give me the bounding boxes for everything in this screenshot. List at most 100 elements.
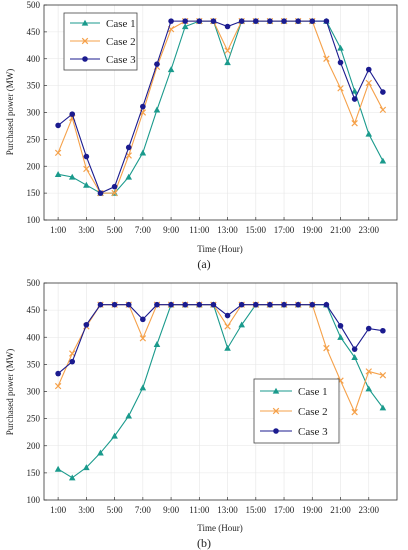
x-tick-label-a-8: 17:00 bbox=[274, 225, 295, 235]
legend-label-a-case1: Case 1 bbox=[106, 18, 136, 30]
legend-marker-a-case3 bbox=[82, 56, 88, 62]
x-tick-label-a-1: 3:00 bbox=[78, 225, 95, 235]
data-point-b-case3-6 bbox=[140, 316, 146, 323]
data-point-b-case2-22 bbox=[365, 368, 372, 375]
data-point-a-case3-13 bbox=[238, 18, 245, 24]
data-point-a-case3-6 bbox=[140, 103, 146, 110]
x-tick-label-a-6: 13:00 bbox=[217, 225, 238, 235]
data-point-b-case3-14 bbox=[253, 301, 259, 308]
data-point-a-case3-19 bbox=[323, 18, 330, 24]
x-tick-label-b-3: 7:00 bbox=[135, 505, 152, 515]
data-point-a-case3-2 bbox=[83, 153, 90, 160]
data-point-a-case1-8 bbox=[167, 66, 175, 73]
data-point-b-case1-1 bbox=[68, 474, 76, 481]
y-tick-label-a-8: 500 bbox=[27, 0, 41, 10]
y-tick-label-a-4: 300 bbox=[27, 108, 41, 118]
data-point-b-case3-17 bbox=[295, 301, 301, 308]
data-point-a-case1-0 bbox=[54, 171, 62, 177]
data-point-b-case3-10 bbox=[196, 301, 203, 308]
panel-label-b: (b) bbox=[197, 536, 211, 550]
x-axis-title-a: Time (Hour) bbox=[197, 244, 242, 254]
legend-marker-a-case2 bbox=[81, 37, 89, 45]
data-point-a-case3-5 bbox=[125, 144, 132, 151]
data-point-a-case2-4 bbox=[111, 189, 118, 197]
data-point-a-case2-22 bbox=[365, 79, 372, 87]
x-tick-label-a-10: 21:00 bbox=[330, 225, 351, 235]
data-point-a-case3-9 bbox=[182, 18, 188, 24]
data-point-a-case2-12 bbox=[224, 47, 231, 54]
x-tick-label-b-2: 5:00 bbox=[107, 505, 124, 515]
y-tick-label-b-1: 150 bbox=[27, 468, 41, 478]
data-point-b-case3-13 bbox=[238, 301, 245, 308]
data-point-b-case3-7 bbox=[154, 301, 160, 308]
data-point-a-case3-22 bbox=[365, 66, 372, 73]
data-point-a-case1-9 bbox=[181, 23, 189, 30]
legend-marker-a-case1 bbox=[81, 19, 89, 26]
data-point-a-case3-7 bbox=[154, 61, 160, 67]
data-point-b-case3-0 bbox=[55, 370, 61, 377]
y-tick-label-b-5: 350 bbox=[27, 359, 41, 369]
data-point-a-case1-7 bbox=[153, 106, 161, 113]
y-tick-label-b-8: 500 bbox=[27, 278, 41, 288]
x-tick-label-b-7: 15:00 bbox=[246, 505, 267, 515]
data-point-b-case3-23 bbox=[380, 327, 386, 334]
data-point-b-case1-7 bbox=[153, 341, 161, 347]
data-point-a-case2-21 bbox=[351, 120, 358, 127]
chart-panel-b: 100 150 200 250 300 350 400 450 500 1:00 3:00 5:00 7… bbox=[5, 278, 398, 550]
x-tick-label-a-3: 7:00 bbox=[135, 225, 152, 235]
x-tick-label-a-11: 23:00 bbox=[359, 225, 380, 235]
x-tick-label-b-11: 23:00 bbox=[359, 505, 380, 515]
data-point-b-case2-0 bbox=[54, 382, 62, 390]
data-point-b-case1-12 bbox=[224, 344, 231, 351]
ticks-a: 100 150 200 250 300 350 400 450 500 1:00 3:00 5:00 7… bbox=[27, 0, 380, 235]
y-tick-label-a-0: 100 bbox=[27, 215, 41, 225]
data-point-b-case3-18 bbox=[309, 301, 316, 308]
y-axis-title-a: Purchased power (MW) bbox=[5, 69, 15, 155]
data-point-a-case1-1 bbox=[68, 173, 76, 180]
data-point-b-case1-0 bbox=[54, 465, 62, 472]
data-point-a-case1-22 bbox=[365, 130, 373, 137]
data-point-a-case3-14 bbox=[253, 18, 259, 24]
data-point-b-case2-12 bbox=[224, 323, 231, 330]
x-tick-label-b-6: 13:00 bbox=[217, 505, 238, 515]
series-b bbox=[54, 301, 387, 481]
data-point-b-case3-21 bbox=[351, 346, 358, 352]
x-axis-title-b: Time (Hour) bbox=[197, 523, 242, 533]
legend-b: Case 1 Case 2 Case 3 bbox=[253, 378, 340, 444]
x-tick-label-b-8: 17:00 bbox=[274, 505, 295, 515]
data-point-a-case3-12 bbox=[224, 23, 231, 30]
data-point-a-case1-21 bbox=[351, 87, 358, 94]
data-point-a-case2-0 bbox=[54, 149, 62, 157]
data-point-a-case3-1 bbox=[69, 111, 76, 117]
data-point-b-case3-2 bbox=[83, 321, 90, 328]
y-tick-label-b-0: 100 bbox=[27, 495, 41, 505]
data-point-b-case3-22 bbox=[365, 325, 372, 332]
data-point-b-case1-22 bbox=[365, 385, 373, 392]
data-point-b-case3-15 bbox=[267, 301, 273, 308]
data-point-b-case2-19 bbox=[323, 344, 330, 352]
data-point-a-case3-16 bbox=[281, 18, 287, 24]
data-point-b-case1-21 bbox=[351, 354, 358, 360]
data-point-b-case3-11 bbox=[210, 301, 217, 308]
y-tick-label-a-2: 200 bbox=[27, 161, 41, 171]
data-point-b-case3-19 bbox=[323, 301, 330, 308]
data-point-b-case3-1 bbox=[69, 358, 76, 365]
legend-marker-b-case1 bbox=[272, 387, 280, 394]
data-point-a-case3-17 bbox=[295, 18, 301, 24]
legend-label-b-case1: Case 1 bbox=[298, 386, 328, 398]
data-point-b-case3-3 bbox=[97, 301, 104, 308]
series-a bbox=[54, 17, 387, 197]
data-point-b-case1-23 bbox=[379, 404, 387, 411]
data-point-a-case1-5 bbox=[125, 173, 133, 180]
data-point-b-case3-9 bbox=[182, 301, 188, 308]
data-point-b-case3-8 bbox=[168, 301, 174, 308]
data-point-b-case1-5 bbox=[125, 412, 133, 419]
data-point-a-case1-2 bbox=[83, 181, 90, 188]
data-point-a-case2-2 bbox=[83, 165, 90, 173]
series-line-b-case1 bbox=[57, 304, 384, 479]
legend-label-a-case2: Case 2 bbox=[106, 36, 136, 48]
legend-marker-b-case3 bbox=[273, 428, 279, 434]
data-point-b-case1-13 bbox=[238, 321, 245, 328]
x-tick-label-b-5: 11:00 bbox=[189, 505, 210, 515]
